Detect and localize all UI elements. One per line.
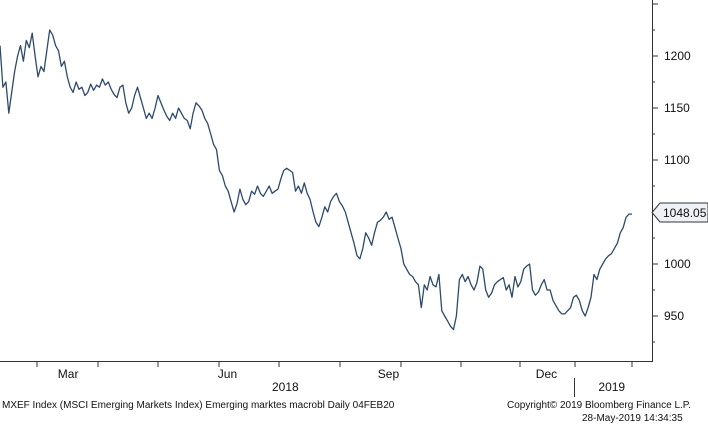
y-tick-label-950: 950 — [664, 309, 684, 323]
year-label-2018: 2018 — [272, 380, 299, 394]
series-group — [0, 29, 633, 331]
y-tick-label-1150: 1150 — [664, 101, 690, 115]
last-value-tag-shape — [651, 202, 708, 223]
last-value-tag: 1048.05 — [651, 202, 708, 223]
y-tick-label-1100: 1100 — [664, 153, 690, 167]
x-tick-label-jun: Jun — [218, 367, 237, 381]
y-tick-label-1000: 1000 — [664, 257, 691, 271]
footer-security-description: MXEF Index (MSCI Emerging Markets Index)… — [2, 400, 395, 411]
y-tick-label-1200: 1200 — [664, 49, 691, 63]
x-tick-label-2019: 2019 — [598, 380, 625, 394]
y-axis-ticks: 95010001050110011501200 — [652, 3, 691, 343]
x-tick-label-mar: Mar — [58, 367, 79, 381]
footer-copyright: Copyright© 2019 Bloomberg Finance L.P. — [507, 400, 691, 411]
x-tick-label-dec: Dec — [536, 367, 557, 381]
footer-timestamp: 28-May-2019 14:34:35 — [582, 413, 683, 424]
last-value-label: 1048.05 — [663, 206, 707, 220]
x-tick-label-sep: Sep — [378, 367, 400, 381]
series-line-0 — [0, 29, 633, 331]
x-axis-ticks: Mar Jun Sep Dec 2019 — [36, 361, 633, 394]
